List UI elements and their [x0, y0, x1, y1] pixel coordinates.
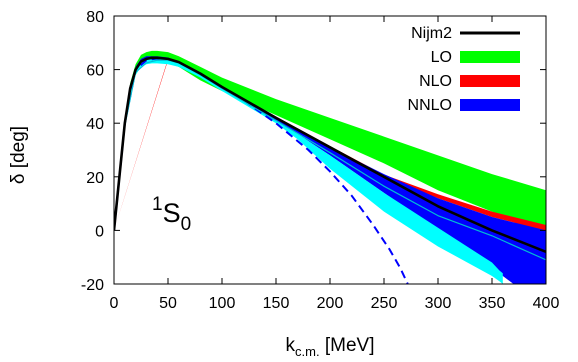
legend-label-nijm2: Nijm2 [411, 25, 452, 42]
axis-ticks: 0 50 100 150 200 250 300 350 400 -20 0 20 40 60 80 [81, 9, 560, 312]
y-tick-label: 20 [86, 170, 104, 187]
x-axis-label-sub: c.m. [295, 344, 320, 359]
band-lo-0 [114, 50, 546, 234]
x-tick-label: 150 [263, 295, 290, 312]
legend-swatch-nnlo [460, 99, 520, 111]
x-tick-label: 50 [159, 295, 177, 312]
x-axis-label-unit: [MeV] [320, 335, 375, 356]
line-layer [114, 56, 546, 284]
legend: Nijm2 LO NLO NNLO [408, 25, 520, 114]
legend-label-nlo: NLO [419, 73, 452, 90]
legend-swatch-nlo [460, 75, 520, 87]
y-tick-label: 40 [86, 116, 104, 133]
x-axis-label-main: k [286, 335, 296, 356]
y-axis-label: δ [deg] [8, 126, 29, 184]
y-tick-label: 60 [86, 63, 104, 80]
band-nnlo-2 [114, 56, 546, 284]
legend-swatch-lo [460, 51, 520, 63]
x-tick-label: 350 [479, 295, 506, 312]
x-axis-label: kc.m. [MeV] [286, 335, 375, 359]
legend-label-nnlo: NNLO [408, 97, 452, 114]
x-tick-label: 100 [209, 295, 236, 312]
annotation-main: S [163, 198, 181, 228]
legend-label-lo: LO [431, 49, 452, 66]
x-tick-label: 200 [317, 295, 344, 312]
y-tick-label: -20 [81, 277, 104, 294]
annotation-superscript: 1 [152, 194, 163, 215]
x-tick-label: 400 [533, 295, 560, 312]
partial-wave-annotation: 1S0 [152, 194, 191, 235]
line-unlabeled-4 [114, 57, 409, 284]
y-tick-label: 0 [95, 223, 104, 240]
x-tick-label: 0 [110, 295, 119, 312]
x-tick-label: 250 [371, 295, 398, 312]
y-tick-label: 80 [86, 9, 104, 26]
annotation-subscript: 0 [181, 214, 192, 235]
x-tick-label: 300 [425, 295, 452, 312]
line-nijm2-6 [114, 56, 546, 254]
